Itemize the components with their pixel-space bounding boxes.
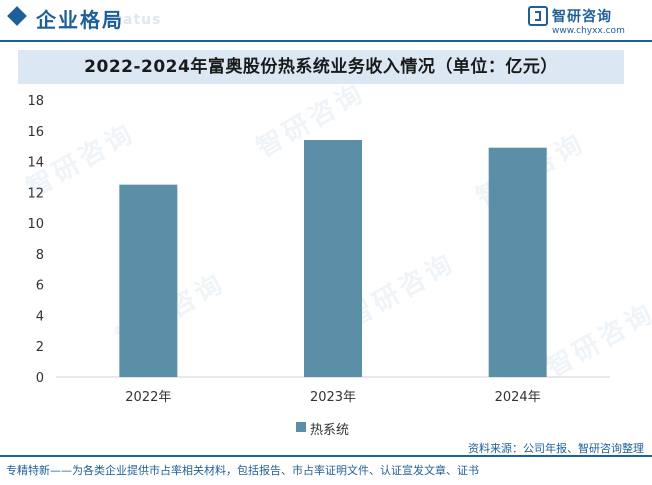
legend-label: 热系统 — [310, 423, 350, 438]
footer-text: 专精特新——为各类企业提供市占率相关材料，包括报告、市占率证明文件、认证宣发文章… — [6, 464, 479, 477]
y-tick-label: 2 — [36, 340, 44, 355]
bar — [304, 140, 362, 377]
footer-divider — [0, 455, 652, 457]
x-tick-label: 2024年 — [495, 390, 541, 405]
y-tick-label: 16 — [27, 125, 44, 140]
y-tick-label: 12 — [27, 186, 44, 201]
x-tick-label: 2023年 — [310, 390, 356, 405]
legend-swatch — [296, 422, 306, 432]
page-header: status 企业格局 智研咨询 www.chyxx.com — [0, 0, 652, 40]
section-title: 企业格局 — [36, 8, 124, 32]
y-tick-label: 10 — [27, 217, 44, 232]
source-note: 资料来源：公司年报、智研咨询整理 — [468, 442, 644, 455]
header-title-background: status — [106, 12, 162, 28]
logo-icon — [528, 6, 548, 26]
bar — [119, 184, 178, 377]
header-divider — [0, 40, 652, 42]
chart-title: 2022-2024年富奥股份热系统业务收入情况（单位：亿元） — [84, 57, 558, 77]
bar — [488, 147, 547, 377]
chart-title-band — [18, 50, 624, 84]
logo-name: 智研咨询 — [552, 9, 612, 25]
brand-logo: 智研咨询 www.chyxx.com — [528, 4, 638, 40]
y-tick-label: 8 — [36, 248, 44, 263]
y-tick-label: 0 — [36, 371, 44, 386]
y-tick-label: 4 — [36, 309, 44, 324]
y-tick-label: 18 — [27, 94, 44, 109]
x-tick-label: 2022年 — [125, 390, 171, 405]
logo-url: www.chyxx.com — [552, 26, 625, 36]
y-tick-label: 14 — [27, 156, 44, 171]
y-tick-label: 6 — [36, 279, 44, 294]
